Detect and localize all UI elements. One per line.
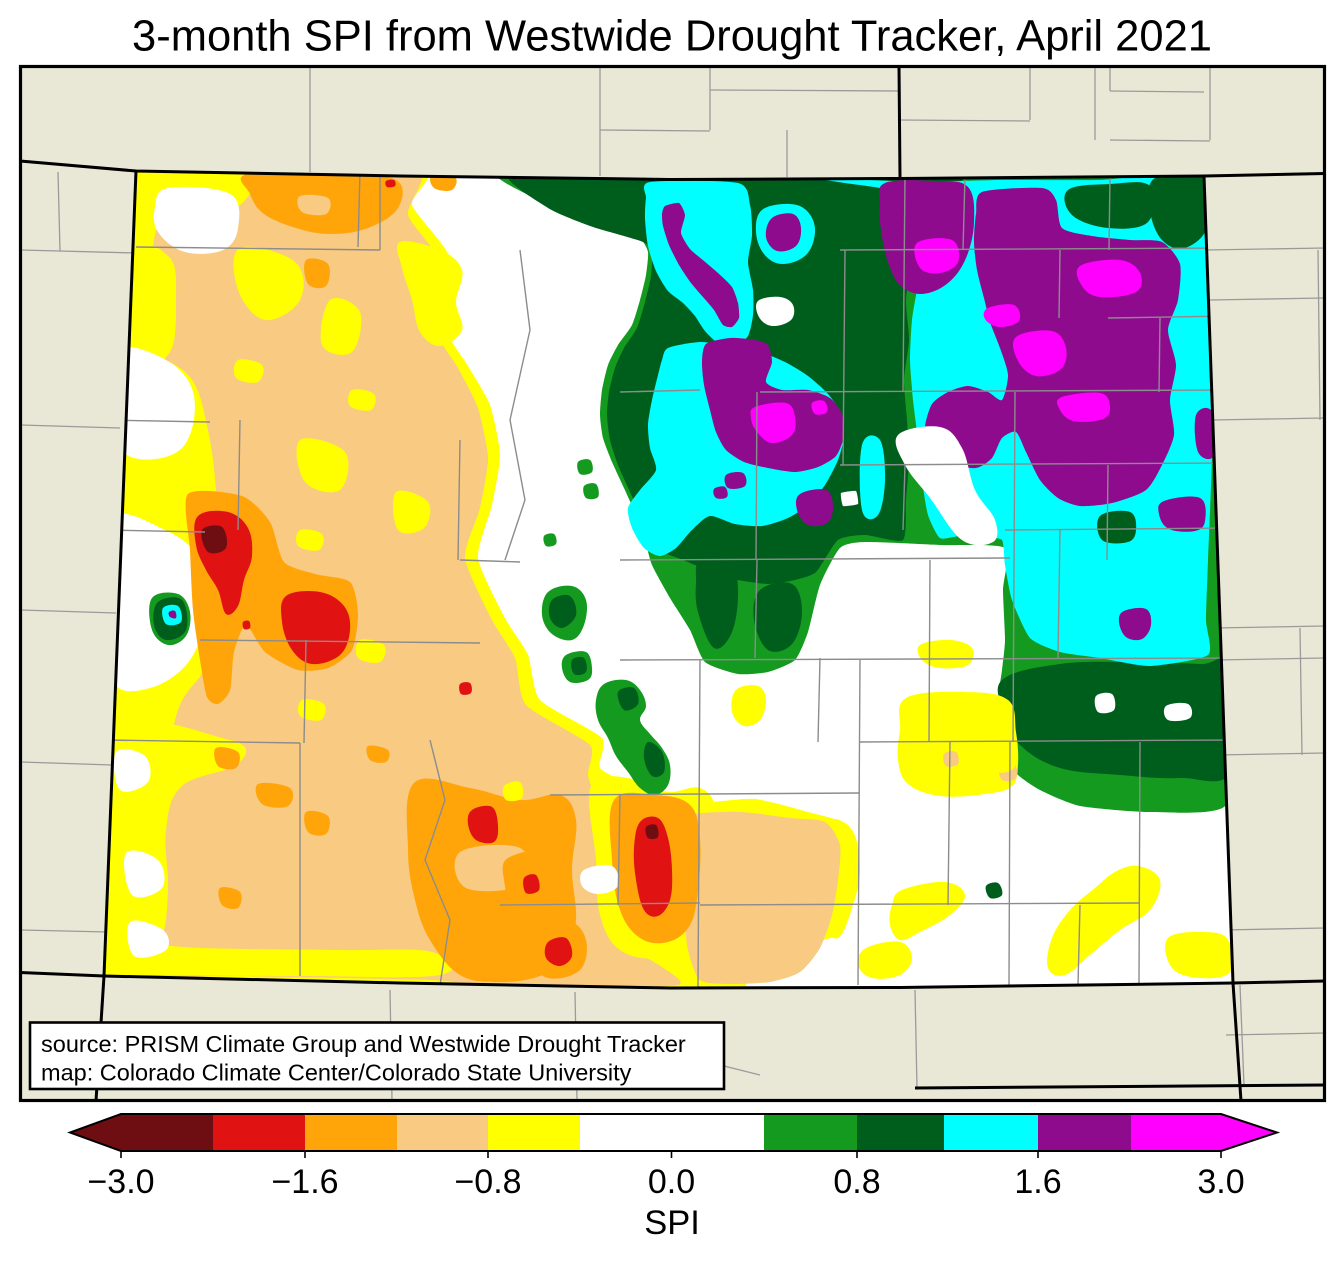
svg-text:−0.8: −0.8 [454,1163,521,1201]
svg-text:1.6: 1.6 [1014,1163,1061,1201]
svg-text:3-month SPI from Westwide Drou: 3-month SPI from Westwide Drought Tracke… [132,13,1212,61]
svg-text:3.0: 3.0 [1197,1163,1244,1201]
svg-text:−3.0: −3.0 [87,1163,154,1201]
svg-text:map: Colorado Climate Center/C: map: Colorado Climate Center/Colorado St… [41,1060,632,1086]
svg-text:−1.6: −1.6 [271,1163,338,1201]
svg-text:SPI: SPI [644,1204,700,1242]
svg-text:0.8: 0.8 [833,1163,880,1201]
svg-text:source: PRISM Climate Group an: source: PRISM Climate Group and Westwide… [41,1031,686,1057]
svg-text:0.0: 0.0 [648,1163,695,1201]
